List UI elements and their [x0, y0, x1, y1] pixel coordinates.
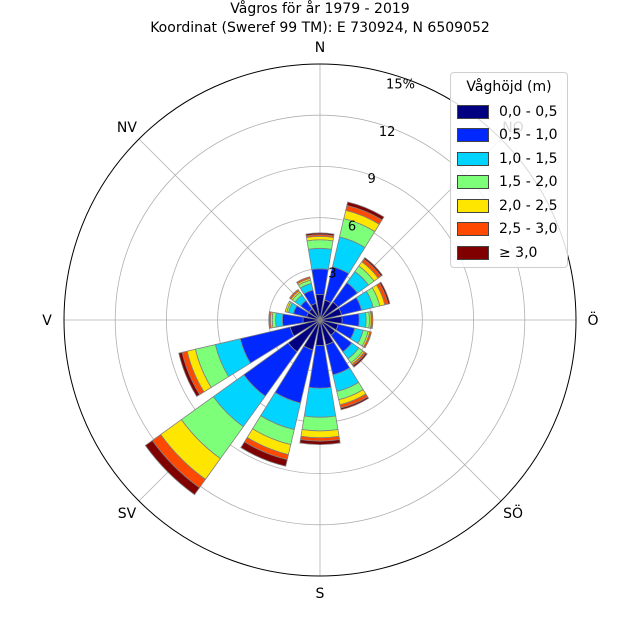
legend-item: 1,5 - 2,0	[457, 171, 561, 195]
bar-segment	[363, 257, 383, 277]
bar-segment	[340, 396, 370, 411]
legend-title: Våghöjd (m)	[466, 79, 552, 95]
bar-segment	[178, 351, 201, 397]
bar-segment	[275, 312, 284, 328]
sector-45	[319, 257, 383, 321]
bar-segment	[299, 439, 341, 445]
bar-segment	[301, 415, 339, 432]
radial-tick-label: 3	[328, 267, 336, 282]
sector-22.5	[319, 201, 385, 321]
legend-swatch	[457, 104, 489, 119]
sector-135	[319, 319, 368, 368]
direction-label-SÖ: SÖ	[503, 504, 523, 522]
bar-segment	[296, 276, 311, 285]
bar-segment	[311, 268, 329, 296]
legend-swatch	[457, 245, 489, 260]
radial-tick-label: 6	[348, 219, 356, 234]
sector-337.5	[296, 276, 321, 321]
legend-label: 2,5 - 3,0	[499, 221, 558, 238]
direction-label-Ö: Ö	[587, 311, 598, 329]
sector-180	[299, 319, 341, 445]
legend-item: 1,0 - 1,5	[457, 147, 561, 171]
bar-segment	[282, 313, 304, 327]
sector-292.5	[284, 300, 321, 321]
direction-label-S: S	[316, 586, 325, 602]
legend-item: 2,0 - 2,5	[457, 194, 561, 218]
sector-0	[305, 232, 335, 321]
grid-spoke	[138, 138, 321, 321]
bar-segment	[288, 288, 300, 300]
legend: Våghöjd (m) 0,0 - 0,5 0,5 - 1,0 1,0 - 1,5 1…	[450, 72, 568, 268]
legend-swatch	[457, 222, 489, 237]
legend-label: ≥ 3,0	[499, 244, 538, 261]
bar-segment	[346, 201, 385, 221]
direction-label-SV: SV	[118, 506, 137, 522]
chart-title: Vågros för år 1979 - 2019 Koordinat (Swe…	[0, 0, 640, 38]
bar-segment	[268, 311, 272, 329]
legend-label: 2,0 - 2,5	[499, 197, 558, 214]
bar-segment	[306, 239, 334, 250]
direction-label-N: N	[315, 40, 325, 56]
legend-swatch	[457, 198, 489, 213]
bar-segment	[300, 429, 340, 439]
legend-swatch	[457, 175, 489, 190]
sector-202.5	[240, 319, 321, 467]
sector-157.5	[319, 319, 370, 411]
radial-tick-label: 12	[379, 125, 396, 140]
legend-label: 1,5 - 2,0	[499, 174, 558, 191]
title-line-2: Koordinat (Sweref 99 TM): E 730924, N 65…	[150, 20, 490, 36]
legend-label: 0,0 - 0,5	[499, 103, 558, 120]
legend-swatch	[457, 128, 489, 143]
sector-315	[288, 288, 321, 321]
sector-247.5	[178, 319, 321, 397]
direction-label-NV: NV	[117, 120, 137, 136]
title-line-1: Vågros för år 1979 - 2019	[230, 1, 410, 17]
bar-segment	[358, 312, 367, 328]
bar-segment	[144, 439, 201, 496]
bar-segment	[370, 310, 374, 330]
sector-90	[319, 310, 374, 330]
sector-67.5	[319, 281, 391, 321]
legend-item: 0,0 - 0,5	[457, 100, 561, 124]
sector-112.5	[319, 319, 372, 349]
bar-segment	[378, 281, 391, 305]
sector-225	[144, 319, 321, 496]
legend-item: ≥ 3,0	[457, 241, 561, 265]
radial-tick-label: 9	[367, 172, 375, 187]
sector-bars	[144, 201, 391, 496]
bar-segment	[305, 232, 335, 237]
bar-segment	[284, 300, 292, 313]
bar-segment	[240, 441, 288, 467]
bar-segment	[341, 313, 360, 327]
radial-tick-label: 15%	[386, 77, 415, 92]
legend-label: 0,5 - 1,0	[499, 127, 558, 144]
legend-item: 2,5 - 3,0	[457, 218, 561, 242]
bar-segment	[362, 331, 372, 349]
direction-label-V: V	[42, 313, 52, 329]
legend-swatch	[457, 151, 489, 166]
bar-segment	[352, 352, 368, 368]
outer-circle	[63, 63, 577, 577]
legend-label: 1,0 - 1,5	[499, 150, 558, 167]
legend-item: 0,5 - 1,0	[457, 124, 561, 148]
bar-segment	[303, 386, 337, 418]
